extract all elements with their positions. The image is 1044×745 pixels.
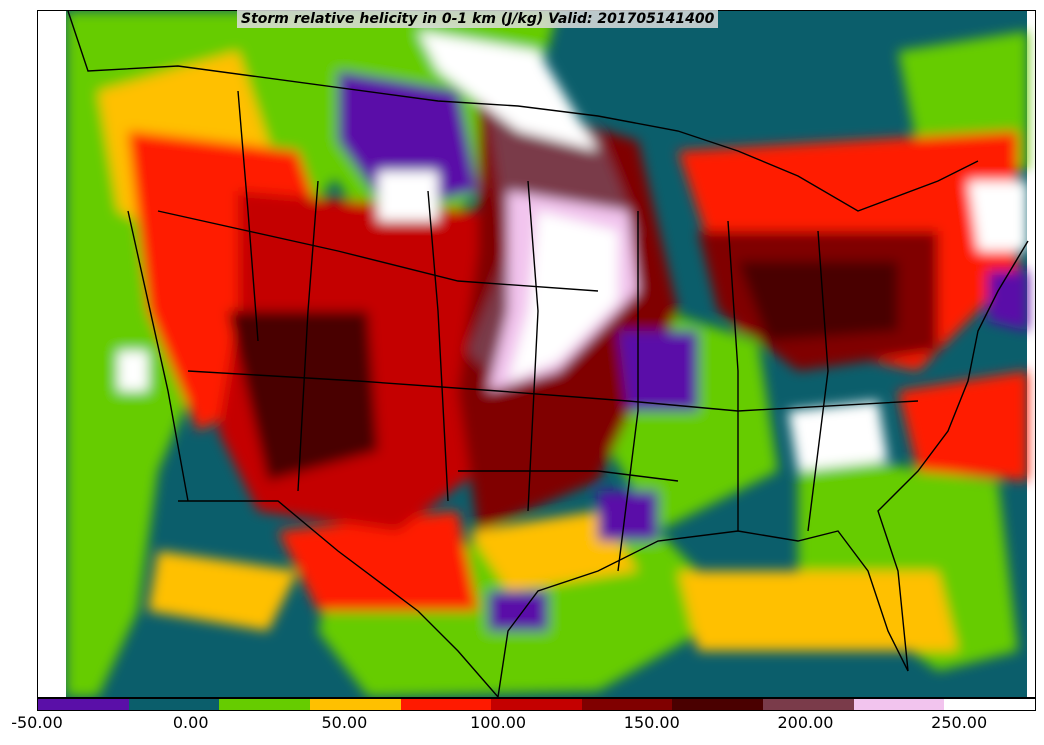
state-line-8 — [807, 230, 829, 532]
field-purple-4 — [488, 591, 548, 631]
colorbar-swatch — [128, 699, 220, 710]
field-yellow-3 — [148, 551, 298, 631]
state-line-9 — [127, 210, 189, 502]
field-yellow-4 — [678, 571, 958, 651]
colorbar-tick-label: 250.00 — [931, 713, 988, 732]
helicity-map — [38, 11, 1029, 697]
colorbar-swatch — [38, 699, 129, 710]
field-purple-5 — [988, 271, 1028, 331]
field-white-4 — [788, 401, 888, 471]
colorbar-tick-label: 50.00 — [321, 713, 368, 732]
field-purple-2 — [618, 331, 698, 411]
colorbar-tick-labels: -50.00 0.00 50.00 100.00 150.00 200.00 250.00 — [0, 713, 1044, 737]
colorbar-swatch — [944, 699, 1036, 710]
us-canada-border — [67, 11, 979, 212]
colorbar — [37, 698, 1036, 711]
state-line-5 — [527, 180, 539, 512]
atlantic-coast — [877, 240, 1029, 672]
state-line-7 — [727, 220, 739, 531]
colorbar-swatch — [853, 699, 945, 710]
state-line-2 — [187, 370, 919, 412]
field-white-6 — [118, 351, 148, 391]
colorbar-swatch — [491, 699, 582, 710]
field-white-2 — [418, 31, 598, 151]
state-line-3 — [297, 180, 319, 492]
no-data-strip — [38, 11, 66, 697]
us-mexico-border — [178, 500, 499, 697]
colorbar-tick-label: 200.00 — [777, 713, 834, 732]
map-title: Storm relative helicity in 0-1 km (J/kg)… — [237, 10, 719, 28]
field-white-1 — [508, 211, 618, 381]
state-line-4 — [427, 190, 449, 502]
colorbar-swatch — [581, 699, 673, 710]
field-white-5 — [968, 181, 1028, 251]
colorbar-tick-label: 100.00 — [470, 713, 527, 732]
state-line-6 — [617, 211, 639, 572]
colorbar-tick-label: 0.00 — [172, 713, 209, 732]
colorbar-swatch — [309, 699, 401, 710]
field-white-3 — [378, 171, 438, 221]
field-darkest-2 — [738, 261, 898, 341]
state-line-1 — [157, 210, 599, 292]
map-frame — [37, 10, 1036, 698]
field-purple-1 — [338, 71, 478, 211]
colorbar-tick-label: -50.00 — [11, 713, 63, 732]
field-yellow-2 — [468, 511, 638, 591]
state-line-11 — [458, 470, 679, 482]
colorbar-swatch — [400, 699, 492, 710]
state-line-10 — [237, 90, 259, 342]
colorbar-swatch — [219, 699, 310, 710]
colorbar-swatch — [763, 699, 854, 710]
colorbar-tick-label: 150.00 — [623, 713, 680, 732]
field-purple-3 — [598, 491, 658, 541]
field-red-sw — [278, 511, 478, 611]
field-green-se — [798, 451, 1018, 671]
colorbar-swatch — [672, 699, 764, 710]
boundaries — [67, 11, 1029, 697]
